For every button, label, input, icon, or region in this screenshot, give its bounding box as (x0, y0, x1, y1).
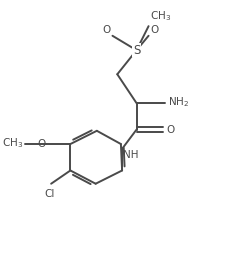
Text: S: S (133, 44, 140, 57)
Text: CH$_3$: CH$_3$ (150, 9, 171, 23)
Text: O: O (150, 25, 159, 35)
Text: NH: NH (123, 150, 139, 160)
Text: CH$_3$: CH$_3$ (2, 137, 23, 150)
Text: Cl: Cl (45, 188, 55, 199)
Text: O: O (102, 25, 111, 35)
Text: NH$_2$: NH$_2$ (168, 95, 189, 109)
Text: O: O (167, 125, 175, 135)
Text: O: O (37, 138, 45, 149)
